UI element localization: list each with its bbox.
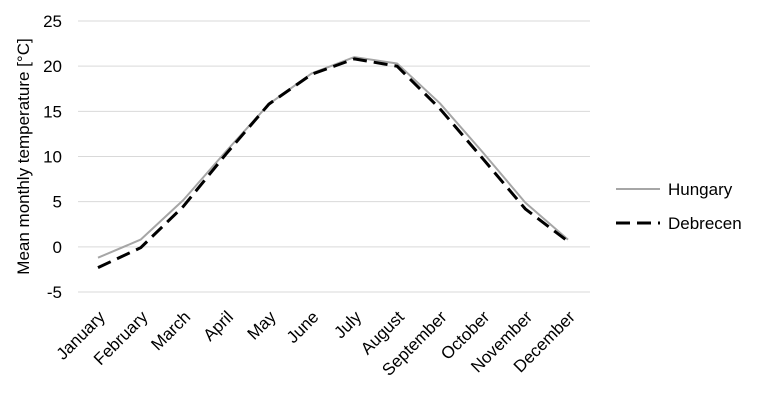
series-line-hungary: [97, 56, 569, 259]
legend-label-hungary: Hungary: [668, 180, 733, 199]
series-line-debrecen: [97, 57, 569, 269]
y-axis-ticks: -5 0 5 10 15 20 25: [43, 12, 62, 302]
y-tick-label: 0: [53, 238, 62, 257]
y-tick-label: 10: [43, 148, 62, 167]
x-tick-label: May: [244, 307, 280, 343]
legend-label-debrecen: Debrecen: [668, 214, 742, 233]
x-tick-label: July: [330, 307, 365, 342]
y-tick-label: 15: [43, 102, 62, 121]
y-tick-label: 5: [53, 193, 62, 212]
series-lines: [97, 56, 569, 269]
y-tick-label: 20: [43, 57, 62, 76]
legend: Hungary Debrecen: [616, 180, 742, 233]
y-tick-label: -5: [47, 283, 62, 302]
x-tick-label: June: [283, 307, 323, 347]
y-axis-title: Mean monthly temperature [°C]: [14, 38, 33, 274]
grid-lines: [78, 20, 590, 293]
y-tick-label: 25: [43, 12, 62, 31]
x-tick-label: April: [200, 307, 237, 344]
x-tick-label: March: [147, 307, 194, 354]
